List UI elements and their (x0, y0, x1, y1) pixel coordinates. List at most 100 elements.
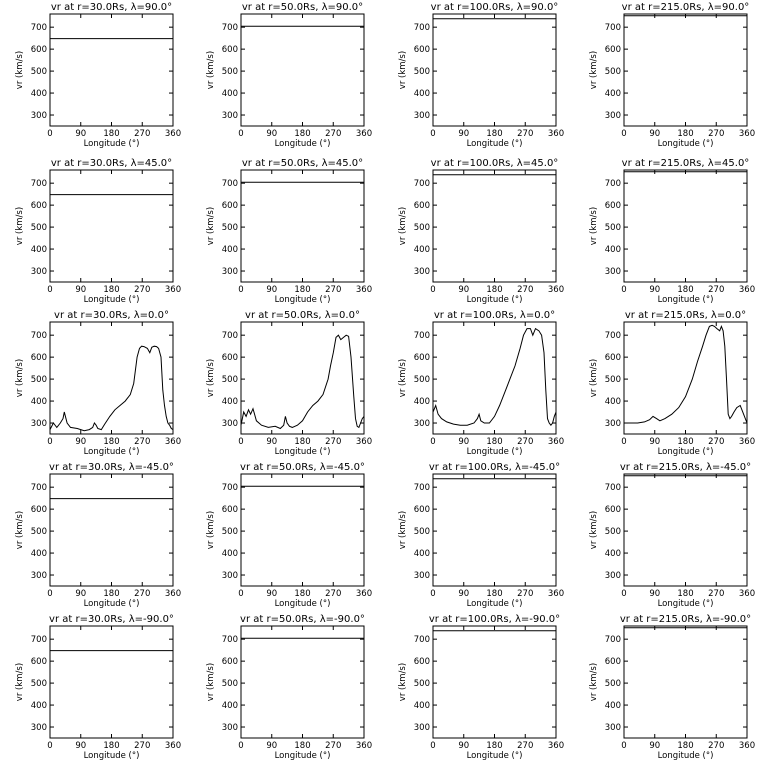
x-tick-label: 0 (430, 437, 435, 447)
y-tick-label: 500 (31, 375, 47, 385)
x-tick-label: 180 (103, 589, 119, 599)
y-tick-label: 400 (414, 89, 430, 99)
x-axis-label: Longitude (°) (658, 295, 714, 305)
panel-title: vr at r=30.0Rs, λ=90.0° (51, 2, 172, 13)
x-axis-label: Longitude (°) (84, 599, 140, 609)
panel: vr at r=215.0Rs, λ=0.0° 0 90 180 270 360 300 40… (589, 310, 755, 457)
y-tick-label: 700 (222, 331, 238, 341)
y-tick-label: 400 (414, 549, 430, 559)
x-tick-label: 270 (134, 741, 150, 751)
panel: vr at r=30.0Rs, λ=0.0° 0 90 180 270 360 300 400… (15, 310, 181, 457)
panel-title: vr at r=30.0Rs, λ=45.0° (51, 158, 172, 169)
panel: vr at r=30.0Rs, λ=-90.0° 0 90 180 270 360 300 4… (15, 614, 181, 761)
y-tick-label: 500 (31, 527, 47, 537)
x-tick-label: 180 (103, 285, 119, 295)
x-tick-label: 180 (486, 437, 502, 447)
y-tick-label: 500 (31, 223, 47, 233)
y-tick-label: 300 (605, 419, 621, 429)
x-tick-label: 180 (677, 129, 693, 139)
panel: vr at r=100.0Rs, λ=-45.0° 0 90 180 270 360 300… (398, 462, 564, 609)
x-tick-label: 270 (708, 741, 724, 751)
x-tick-label: 270 (708, 589, 724, 599)
panel-title: vr at r=50.0Rs, λ=0.0° (245, 310, 360, 321)
x-tick-label: 90 (266, 437, 277, 447)
y-tick-label: 400 (605, 89, 621, 99)
plot-frame (240, 625, 365, 739)
y-axis-label: vr (km/s) (398, 51, 408, 89)
y-tick-label: 500 (605, 527, 621, 537)
plot-frame (240, 321, 365, 435)
y-tick-label: 700 (414, 635, 430, 645)
y-tick-label: 300 (414, 571, 430, 581)
y-tick-label: 700 (605, 635, 621, 645)
x-tick-label: 270 (134, 437, 150, 447)
x-axis-label: Longitude (°) (467, 139, 523, 149)
panel-title: vr at r=30.0Rs, λ=-45.0° (49, 462, 174, 473)
y-tick-label: 600 (222, 201, 238, 211)
y-tick-label: 400 (605, 701, 621, 711)
series-line (50, 345, 173, 432)
x-tick-label: 0 (238, 129, 243, 139)
panel: vr at r=215.0Rs, λ=90.0° 0 90 180 270 360 300 4… (589, 2, 755, 149)
x-tick-label: 0 (621, 285, 626, 295)
y-tick-label: 600 (31, 45, 47, 55)
y-tick-label: 300 (414, 111, 430, 121)
x-axis-label: Longitude (°) (467, 751, 523, 761)
panel-title: vr at r=100.0Rs, λ=-90.0° (429, 614, 560, 625)
y-tick-label: 300 (605, 571, 621, 581)
x-tick-label: 360 (739, 285, 755, 295)
y-tick-label: 700 (31, 179, 47, 189)
y-tick-label: 400 (605, 549, 621, 559)
panel-title: vr at r=50.0Rs, λ=-45.0° (240, 462, 365, 473)
y-tick-label: 300 (414, 267, 430, 277)
panel-title: vr at r=30.0Rs, λ=-90.0° (49, 614, 174, 625)
x-axis-label: Longitude (°) (275, 599, 331, 609)
x-tick-label: 180 (677, 285, 693, 295)
x-tick-label: 360 (356, 437, 372, 447)
plot-frame (49, 321, 174, 435)
x-axis-label: Longitude (°) (84, 751, 140, 761)
y-tick-label: 600 (605, 657, 621, 667)
x-tick-label: 180 (677, 741, 693, 751)
x-tick-label: 0 (238, 437, 243, 447)
x-tick-label: 180 (103, 129, 119, 139)
x-tick-label: 180 (294, 589, 310, 599)
plot-frame (432, 13, 557, 127)
y-tick-label: 400 (414, 245, 430, 255)
x-tick-label: 90 (649, 589, 660, 599)
x-axis-label: Longitude (°) (658, 751, 714, 761)
x-tick-label: 0 (47, 285, 52, 295)
plot-frame (623, 13, 748, 127)
x-tick-label: 90 (75, 285, 86, 295)
panel: vr at r=215.0Rs, λ=-45.0° 0 90 180 270 360 300… (589, 462, 755, 609)
x-tick-label: 360 (165, 741, 181, 751)
plot-frame (623, 625, 748, 739)
y-axis-label: vr (km/s) (15, 51, 25, 89)
x-axis-label: Longitude (°) (275, 295, 331, 305)
y-tick-label: 400 (31, 89, 47, 99)
y-tick-label: 500 (605, 223, 621, 233)
y-tick-label: 300 (31, 571, 47, 581)
panel: vr at r=50.0Rs, λ=-45.0° 0 90 180 270 360 300 4… (206, 462, 372, 609)
x-tick-label: 0 (47, 437, 52, 447)
y-tick-label: 300 (31, 111, 47, 121)
y-axis-label: vr (km/s) (589, 207, 599, 245)
y-tick-label: 700 (414, 179, 430, 189)
x-tick-label: 90 (458, 285, 469, 295)
y-tick-label: 600 (605, 353, 621, 363)
x-tick-label: 90 (266, 129, 277, 139)
panel-title: vr at r=100.0Rs, λ=0.0° (434, 310, 555, 321)
y-tick-label: 600 (31, 353, 47, 363)
y-axis-label: vr (km/s) (15, 511, 25, 549)
y-tick-label: 600 (414, 657, 430, 667)
x-tick-label: 0 (430, 285, 435, 295)
x-tick-label: 90 (75, 129, 86, 139)
y-tick-label: 600 (222, 45, 238, 55)
x-tick-label: 0 (621, 741, 626, 751)
x-tick-label: 270 (134, 285, 150, 295)
x-axis-label: Longitude (°) (84, 139, 140, 149)
y-tick-label: 300 (31, 723, 47, 733)
panel: vr at r=50.0Rs, λ=0.0° 0 90 180 270 360 300 400… (206, 310, 372, 457)
y-tick-label: 400 (222, 89, 238, 99)
x-axis-label: Longitude (°) (275, 447, 331, 457)
